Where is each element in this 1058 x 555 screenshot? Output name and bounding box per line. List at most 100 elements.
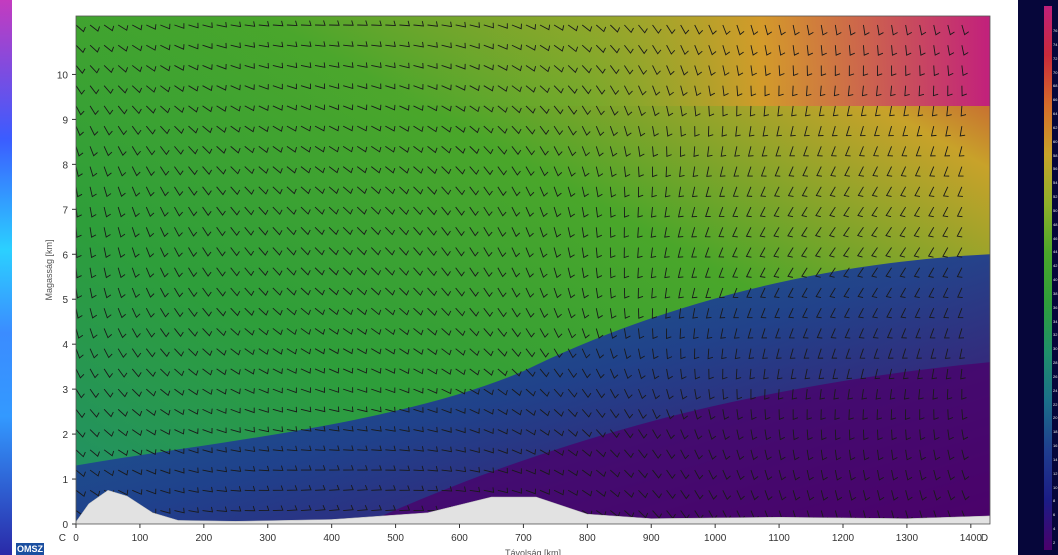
- wind-barb: [595, 469, 607, 478]
- wind-barb: [188, 206, 198, 217]
- wind-barb: [343, 425, 354, 432]
- wind-barb: [244, 21, 256, 27]
- wind-barb: [677, 227, 684, 238]
- wind-barb: [103, 146, 113, 157]
- wind-barb: [638, 308, 644, 319]
- wind-barb: [946, 105, 952, 117]
- wind-barb: [230, 42, 241, 49]
- wind-barb: [539, 206, 548, 218]
- wind-barb: [581, 267, 589, 279]
- wind-barb: [497, 328, 508, 338]
- wind-barb: [286, 505, 298, 511]
- wind-barb: [914, 308, 921, 319]
- wind-barb: [831, 126, 838, 137]
- wind-barb: [230, 21, 242, 28]
- wind-barb: [76, 44, 86, 54]
- wind-barb: [469, 467, 481, 473]
- wind-barb: [848, 24, 856, 36]
- wind-barb: [666, 449, 676, 460]
- wind-barb: [441, 186, 452, 196]
- wind-barb: [188, 227, 198, 237]
- wind-barb: [399, 105, 410, 111]
- wind-barb: [188, 467, 199, 474]
- wind-barb: [567, 308, 576, 319]
- wind-barb: [371, 328, 382, 335]
- wind-barb: [385, 445, 396, 452]
- wind-barb: [802, 328, 809, 339]
- wind-barb: [145, 186, 155, 197]
- wind-barb: [947, 449, 955, 461]
- wind-barb: [117, 388, 128, 398]
- wind-barb: [174, 247, 183, 258]
- wind-barb: [760, 287, 766, 299]
- wind-barb: [638, 348, 645, 360]
- wind-barb: [859, 126, 866, 137]
- wind-barb: [89, 44, 100, 53]
- wind-barb: [889, 105, 895, 117]
- wind-barb: [806, 85, 812, 97]
- wind-barb: [300, 226, 311, 236]
- wind-barb: [497, 368, 508, 377]
- wind-barb: [567, 469, 579, 477]
- wind-barb: [216, 368, 227, 376]
- wind-barb: [525, 449, 537, 455]
- wind-barb: [413, 465, 425, 472]
- wind-barb: [705, 186, 712, 197]
- wind-barb: [258, 348, 269, 355]
- wind-barb: [159, 287, 169, 298]
- wind-barb: [272, 62, 284, 69]
- wind-barb: [413, 368, 424, 375]
- colorbar-tick-label: 4: [1053, 526, 1056, 532]
- wind-barb: [160, 488, 171, 494]
- wind-barb: [735, 368, 742, 380]
- wind-barb: [469, 22, 480, 28]
- wind-barb: [680, 24, 690, 35]
- wind-barb: [272, 307, 283, 316]
- wind-barb: [230, 486, 242, 492]
- wind-barb: [300, 387, 311, 394]
- wind-barb: [286, 247, 297, 256]
- wind-barb: [427, 407, 438, 414]
- wind-barb: [722, 429, 730, 440]
- wind-barb: [342, 267, 353, 276]
- wind-barb: [357, 41, 368, 47]
- wind-barb: [89, 449, 100, 457]
- wind-barb: [314, 328, 326, 335]
- x-tick-label: 1300: [896, 533, 919, 544]
- wind-barb: [943, 308, 949, 319]
- wind-barb: [497, 125, 508, 134]
- y-tick-label: 5: [62, 295, 68, 306]
- wind-barb: [89, 65, 100, 74]
- wind-barb: [916, 348, 922, 359]
- wind-barb: [103, 368, 114, 379]
- wind-barb: [581, 388, 592, 399]
- wind-barb: [469, 247, 479, 257]
- wind-barb: [736, 389, 743, 400]
- wind-barb: [356, 267, 367, 276]
- wind-barb: [581, 166, 590, 177]
- wind-barb: [788, 308, 794, 319]
- wind-barb: [705, 287, 711, 299]
- wind-barb: [928, 287, 935, 299]
- wind-barb: [399, 83, 410, 90]
- wind-barb: [230, 287, 241, 297]
- wind-barb: [553, 287, 562, 299]
- wind-barb: [469, 146, 480, 155]
- wind-barb: [497, 307, 507, 318]
- wind-barb: [890, 85, 896, 97]
- wind-barb: [202, 105, 213, 113]
- wind-barb: [694, 409, 702, 420]
- wind-barb: [815, 186, 822, 197]
- wind-barb: [525, 44, 537, 51]
- wind-barb: [427, 227, 437, 236]
- wind-barb: [787, 206, 794, 218]
- wind-barb: [736, 45, 744, 56]
- wind-barb: [958, 328, 965, 339]
- wind-barb: [329, 41, 340, 47]
- wind-barb: [497, 166, 507, 176]
- wind-barb: [511, 287, 521, 298]
- wind-barb: [497, 448, 508, 454]
- wind-barb: [188, 447, 199, 454]
- wind-barb: [804, 368, 811, 380]
- wind-barb: [678, 308, 685, 319]
